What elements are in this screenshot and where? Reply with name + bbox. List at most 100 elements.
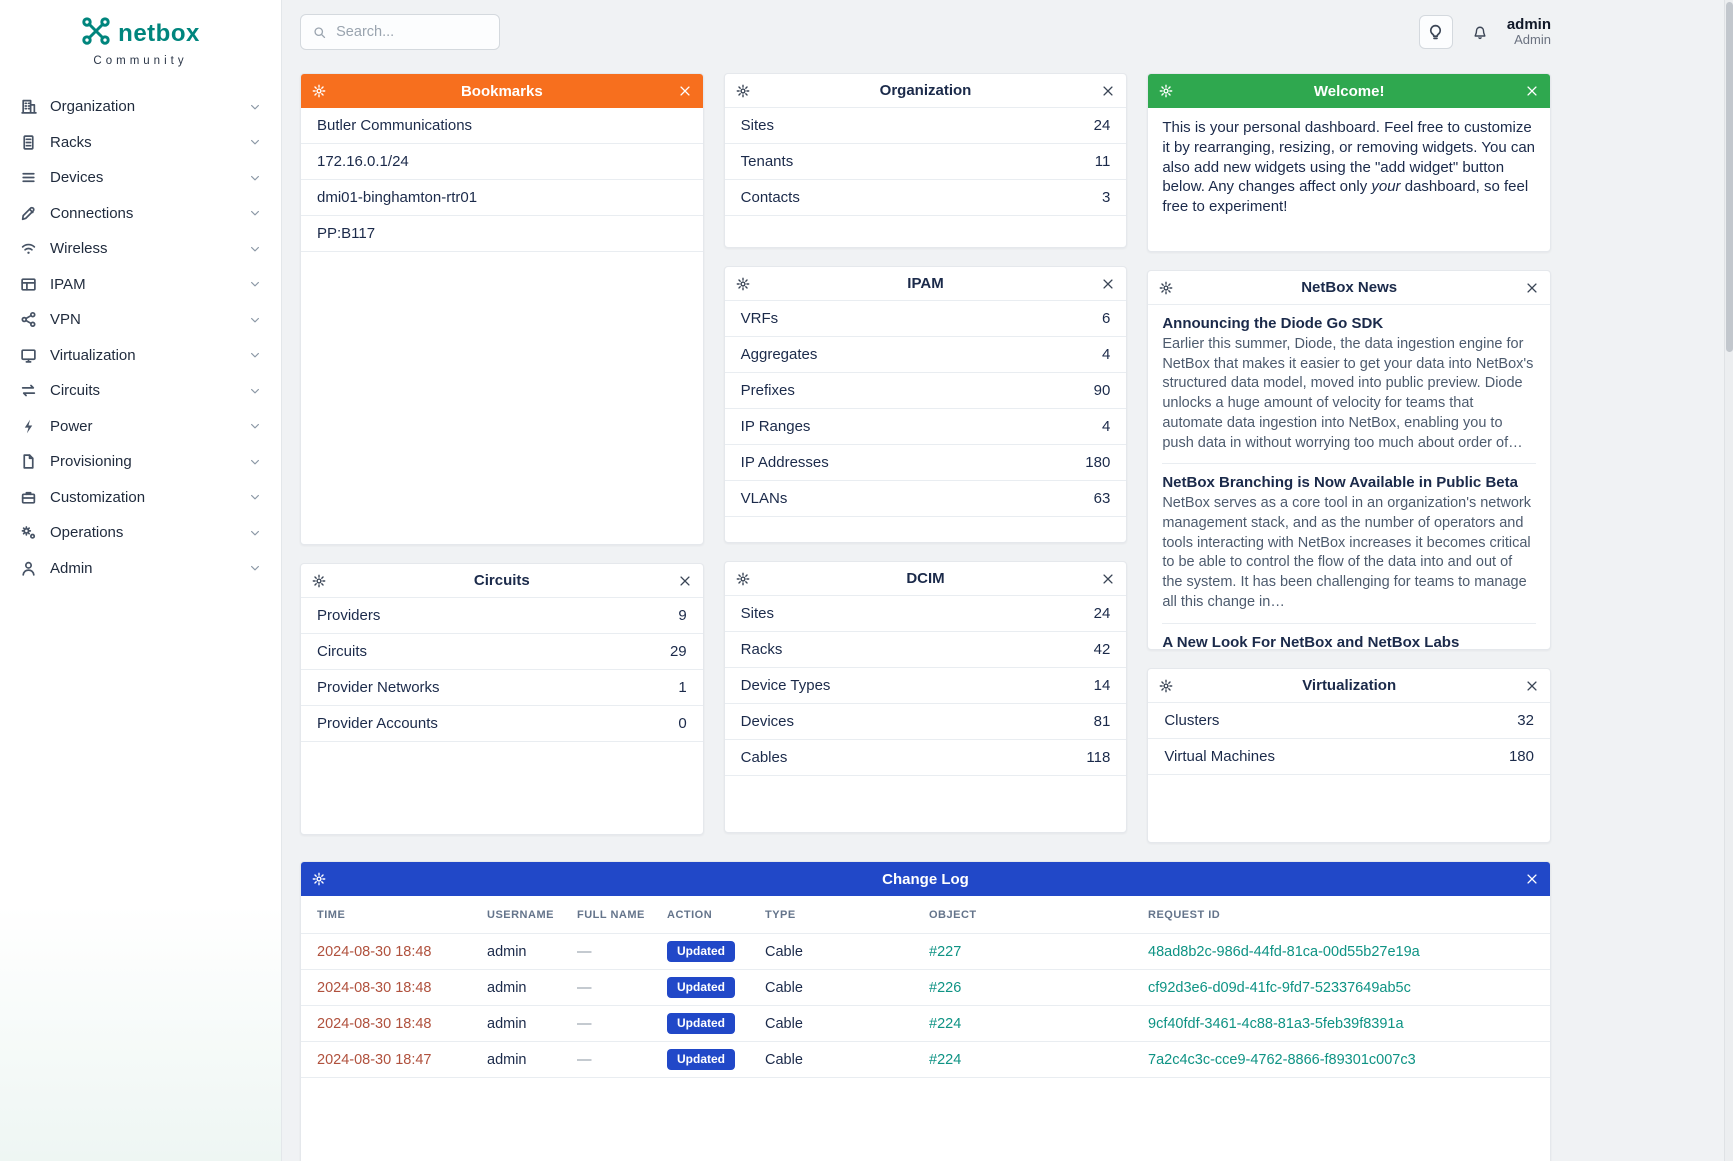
search-icon [314, 26, 326, 38]
widget-organization: Organization Sites 24 Tenants 11 Contacts 3 [723, 73, 1128, 248]
widget-settings-gear-icon[interactable] [1148, 271, 1184, 304]
stat-row: Provider Networks 1 [301, 670, 703, 706]
stat-value: 63 [1093, 490, 1111, 507]
stat-value: 3 [1101, 189, 1111, 206]
chevron-down-icon [249, 527, 261, 539]
stat-label: Virtual Machines [1164, 748, 1275, 765]
sidebar-item-customization[interactable]: Customization [0, 480, 281, 516]
scrollbar-thumb[interactable] [1726, 2, 1733, 352]
widget-settings-gear-icon[interactable] [725, 562, 761, 595]
sidebar-item-connections[interactable]: Connections [0, 196, 281, 232]
widget-settings-gear-icon[interactable] [301, 74, 337, 108]
stat-value: 24 [1093, 605, 1111, 622]
dashboard-column-2: Organization Sites 24 Tenants 11 Contacts 3 [723, 73, 1128, 843]
chevron-down-icon [249, 349, 261, 361]
widget-title: Bookmarks [460, 82, 543, 100]
sidebar-item-devices[interactable]: Devices [0, 160, 281, 196]
widget-settings-gear-icon[interactable] [725, 74, 761, 107]
change-request-id-link[interactable]: 9cf40fdf-3461-4c88-81a3-5feb39f8391a [1148, 1015, 1404, 1032]
widget-settings-gear-icon[interactable] [301, 564, 337, 597]
sidebar-item-circuits[interactable]: Circuits [0, 373, 281, 409]
news-headline-link[interactable]: A New Look For NetBox and NetBox Labs [1162, 633, 1460, 650]
brand[interactable]: netbox Community [0, 0, 281, 71]
change-object-link[interactable]: #227 [929, 943, 962, 960]
sidebar-item-power[interactable]: Power [0, 409, 281, 445]
change-object-link[interactable]: #224 [929, 1051, 962, 1068]
change-time-link[interactable]: 2024-08-30 18:48 [317, 943, 432, 960]
widget-title: IPAM [907, 275, 944, 292]
widget-close-icon[interactable] [1514, 669, 1550, 702]
widget-title: Circuits [473, 572, 530, 589]
widget-close-icon[interactable] [667, 564, 703, 597]
widget-settings-gear-icon[interactable] [301, 862, 337, 896]
bookmark-link[interactable]: Butler Communications [317, 117, 473, 134]
sidebar-item-vpn[interactable]: VPN [0, 302, 281, 338]
stat-value: 4 [1101, 346, 1111, 363]
bookmark-link[interactable]: 172.16.0.1/24 [317, 153, 409, 170]
welcome-text-part: dashboard, so feel free to experiment! [1162, 178, 1529, 216]
widget-settings-gear-icon[interactable] [1148, 74, 1184, 108]
change-request-id-link[interactable]: 48ad8b2c-986d-44fd-81ca-00d55b27e19a [1148, 943, 1420, 960]
change-full-name: — [577, 1051, 592, 1068]
chevron-down-icon [249, 278, 261, 290]
sidebar-item-label: Power [50, 417, 93, 435]
widget-header: Virtualization [1148, 669, 1550, 703]
change-request-id-link[interactable]: 7a2c4c3c-cce9-4762-8866-f89301c007c3 [1148, 1051, 1416, 1068]
stat-label: Devices [740, 713, 795, 730]
bookmark-link[interactable]: PP:B117 [317, 225, 376, 242]
stat-label: IP Ranges [740, 418, 811, 435]
widget-close-icon[interactable] [1090, 562, 1126, 595]
change-time-link[interactable]: 2024-08-30 18:48 [317, 1015, 432, 1032]
widget-close-icon[interactable] [1090, 267, 1126, 300]
widget-close-icon[interactable] [1514, 74, 1550, 108]
sidebar-item-organization[interactable]: Organization [0, 89, 281, 125]
sidebar-item-racks[interactable]: Racks [0, 125, 281, 161]
stat-label: Aggregates [740, 346, 818, 363]
change-object-link[interactable]: #224 [929, 1015, 962, 1032]
change-time-link[interactable]: 2024-08-30 18:48 [317, 979, 432, 996]
scrollbar[interactable] [1724, 0, 1733, 1161]
sidebar-item-admin[interactable]: Admin [0, 551, 281, 587]
stat-label: Prefixes [740, 382, 795, 399]
widget-title: DCIM [906, 570, 945, 587]
change-object-link[interactable]: #226 [929, 979, 962, 996]
sidebar-item-ipam[interactable]: IPAM [0, 267, 281, 303]
user-menu[interactable]: admin Admin [1507, 16, 1551, 48]
stat-row: Contacts 3 [724, 180, 1127, 216]
stat-label: Provider Networks [317, 679, 440, 696]
widget-title: Organization [879, 82, 972, 99]
search-input[interactable] [334, 23, 487, 41]
notifications-button[interactable] [1467, 15, 1493, 49]
chevron-down-icon [249, 243, 261, 255]
widget-close-icon[interactable] [667, 74, 703, 108]
news-headline-link[interactable]: NetBox Branching is Now Available in Pub… [1162, 474, 1518, 492]
change-username: admin [487, 943, 527, 960]
bookmark-link[interactable]: dmi01-binghamton-rtr01 [317, 189, 478, 206]
theme-toggle-button[interactable] [1418, 15, 1453, 49]
change-type: Cable [765, 1051, 803, 1068]
share-nodes-icon [20, 311, 38, 329]
change-time-link[interactable]: 2024-08-30 18:47 [317, 1051, 432, 1068]
widget-close-icon[interactable] [1514, 862, 1550, 896]
stat-row: Circuits 29 [301, 634, 703, 670]
stat-row: Racks 42 [724, 632, 1127, 668]
sidebar-item-provisioning[interactable]: Provisioning [0, 444, 281, 480]
briefcase-icon [20, 488, 38, 506]
sidebar-item-virtualization[interactable]: Virtualization [0, 338, 281, 374]
widget-close-icon[interactable] [1090, 74, 1126, 107]
widget-close-icon[interactable] [1514, 271, 1550, 304]
sidebar-item-operations[interactable]: Operations [0, 515, 281, 551]
change-request-id-link[interactable]: cf92d3e6-d09d-41fc-9fd7-52337649ab5c [1148, 979, 1411, 996]
widget-settings-gear-icon[interactable] [725, 267, 761, 300]
rack-icon [20, 133, 38, 151]
change-full-name: — [577, 1015, 592, 1032]
sidebar-item-wireless[interactable]: Wireless [0, 231, 281, 267]
sidebar-item-label: Organization [50, 98, 136, 116]
dashboard-column-3: Welcome! This is your personal dashboard… [1147, 73, 1551, 843]
search-box[interactable] [300, 14, 500, 50]
stat-value: 1 [678, 679, 687, 696]
news-headline-link[interactable]: Announcing the Diode Go SDK [1162, 315, 1384, 332]
stat-label: Cables [740, 749, 788, 766]
monitor-icon [20, 346, 38, 364]
widget-settings-gear-icon[interactable] [1148, 669, 1184, 702]
